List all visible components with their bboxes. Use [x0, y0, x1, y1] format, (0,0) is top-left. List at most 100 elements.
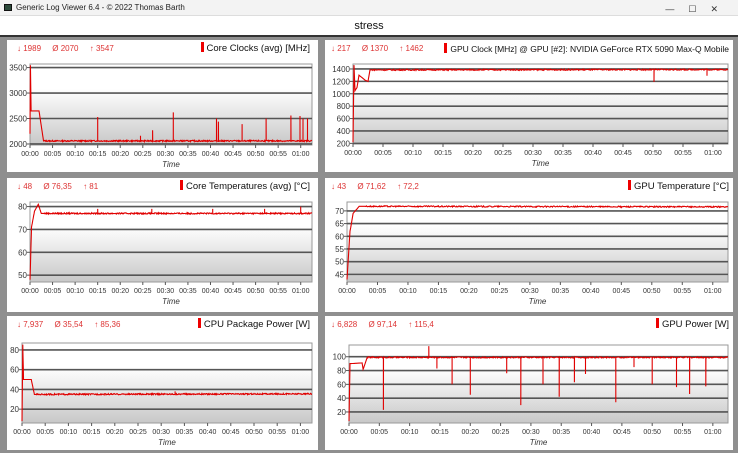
x-tick-label: 00:30: [152, 429, 170, 436]
x-tick-label: 00:00: [21, 151, 39, 158]
x-tick-label: 00:10: [399, 288, 417, 295]
x-tick-label: 01:00: [704, 429, 722, 436]
y-tick-label: 40: [10, 385, 19, 394]
chart-svg: 45 50 55 60 65 70 00:00 00:05 00:10 00:15 00:20 00:…: [335, 201, 729, 306]
plot-area: [29, 63, 313, 146]
x-tick-label: 00:15: [89, 151, 107, 158]
x-tick-label: 00:00: [340, 429, 358, 436]
stat-min: ↓ 217: [331, 44, 351, 53]
x-tick-label: 00:50: [643, 288, 661, 295]
x-tick-label: 00:00: [344, 150, 362, 157]
chart-svg: 200 400 600 800 1000 1200 1400 00:00 00:05 00:10 0…: [332, 63, 729, 168]
close-button[interactable]: ✕: [710, 4, 732, 14]
x-tick-label: 00:40: [583, 429, 601, 436]
y-tick-label: 50: [18, 271, 27, 280]
chart-title: Core Temperatures (avg) [°C]: [180, 180, 310, 192]
x-tick-label: 00:10: [66, 151, 84, 158]
y-tick-label: 80: [10, 346, 19, 355]
y-tick-label: 3500: [9, 64, 27, 73]
x-tick-label: 00:15: [89, 288, 107, 295]
chart-stats: ↓ 7,937 Ø 35,54 ↑ 85,36: [17, 320, 129, 329]
x-axis-label: Time: [162, 160, 180, 169]
series-line: [352, 65, 729, 143]
x-tick-label: 00:55: [269, 151, 287, 158]
x-tick-label: 00:55: [674, 288, 692, 295]
x-tick-label: 01:00: [292, 429, 310, 436]
x-tick-label: 00:20: [462, 429, 480, 436]
x-tick-label: 00:30: [157, 288, 175, 295]
x-tick-label: 00:25: [129, 429, 147, 436]
stat-avg: Ø 35,54: [54, 320, 83, 329]
plot-area: [352, 63, 729, 145]
stat-max: ↑ 85,36: [94, 320, 121, 329]
x-tick-label: 00:30: [157, 151, 175, 158]
x-tick-label: 01:00: [704, 150, 722, 157]
x-tick-label: 00:55: [674, 150, 692, 157]
x-tick-label: 00:40: [582, 288, 600, 295]
x-tick-label: 00:20: [106, 429, 124, 436]
chart-svg: 20 40 60 80 100 00:00 00:05 00:10 00:15 00:20 00:2…: [333, 344, 729, 447]
x-tick-label: 00:45: [613, 288, 631, 295]
y-tick-label: 80: [337, 367, 346, 376]
x-tick-label: 00:30: [522, 429, 540, 436]
x-tick-label: 00:05: [44, 288, 62, 295]
chart-title: Core Clocks (avg) [MHz]: [201, 42, 310, 54]
y-tick-label: 20: [10, 405, 19, 414]
x-tick-label: 00:50: [247, 151, 265, 158]
window-titlebar: Generic Log Viewer 6.4 - © 2022 Thomas B…: [0, 0, 738, 16]
stat-avg: Ø 97,14: [368, 320, 397, 329]
app-icon: [4, 4, 12, 11]
x-tick-label: 00:45: [224, 151, 242, 158]
x-tick-label: 00:05: [36, 429, 54, 436]
x-tick-label: 00:50: [245, 429, 263, 436]
x-tick-label: 00:25: [491, 288, 509, 295]
chart-title: GPU Clock [MHz] @ GPU [#2]: NVIDIA GeFor…: [444, 43, 729, 54]
y-tick-label: 55: [335, 245, 344, 254]
x-tick-label: 00:00: [13, 429, 31, 436]
x-tick-label: 00:05: [374, 150, 392, 157]
x-tick-label: 00:40: [199, 429, 217, 436]
chart-panel: ↓ 6,828 Ø 97,14 ↑ 115,4 GPU Power [W] 20 4…: [325, 316, 733, 450]
x-tick-label: 00:40: [584, 150, 602, 157]
x-tick-label: 00:15: [434, 150, 452, 157]
stat-max: ↑ 81: [83, 182, 99, 191]
plot-area: [21, 342, 313, 424]
minimize-button[interactable]: —: [665, 4, 689, 14]
y-tick-label: 2000: [9, 140, 27, 149]
chart-title: GPU Temperature [°C]: [628, 180, 729, 192]
chart-stats: ↓ 43 Ø 71,62 ↑ 72,2: [331, 182, 428, 191]
x-axis-label: Time: [158, 438, 176, 447]
x-tick-label: 01:00: [292, 151, 310, 158]
y-tick-label: 1200: [332, 77, 350, 86]
x-tick-label: 00:10: [404, 150, 422, 157]
chart-title: GPU Power [W]: [656, 318, 729, 330]
y-tick-label: 800: [337, 102, 351, 111]
y-tick-label: 2500: [9, 115, 27, 124]
x-tick-label: 00:25: [494, 150, 512, 157]
maximize-button[interactable]: ☐: [688, 4, 711, 14]
x-tick-label: 00:25: [134, 151, 152, 158]
x-tick-label: 00:20: [111, 151, 129, 158]
y-tick-label: 60: [335, 232, 344, 241]
x-tick-label: 00:50: [644, 150, 662, 157]
chart-panel: ↓ 7,937 Ø 35,54 ↑ 85,36 CPU Package Powe…: [7, 316, 318, 450]
stat-avg: Ø 71,62: [357, 182, 386, 191]
x-tick-label: 00:30: [524, 150, 542, 157]
series-line: [346, 204, 729, 280]
y-tick-label: 400: [337, 127, 351, 136]
series-line: [29, 65, 313, 144]
chart-svg: 50 60 70 80 00:00 00:05 00:10 00:15 00:20 00:25 00…: [18, 201, 313, 306]
x-tick-label: 00:05: [44, 151, 62, 158]
x-tick-label: 00:50: [247, 288, 265, 295]
stat-max: ↑ 72,2: [397, 182, 419, 191]
log-title: stress: [0, 16, 738, 37]
x-axis-label: Time: [532, 159, 550, 168]
chart-title: CPU Package Power [W]: [198, 318, 310, 330]
x-tick-label: 00:45: [614, 150, 632, 157]
x-tick-label: 00:25: [492, 429, 510, 436]
x-tick-label: 00:50: [643, 429, 661, 436]
chart-stats: ↓ 217 Ø 1370 ↑ 1462: [331, 44, 432, 53]
stat-max: ↑ 3547: [89, 44, 114, 53]
x-tick-label: 00:25: [134, 288, 152, 295]
y-tick-label: 60: [10, 366, 19, 375]
